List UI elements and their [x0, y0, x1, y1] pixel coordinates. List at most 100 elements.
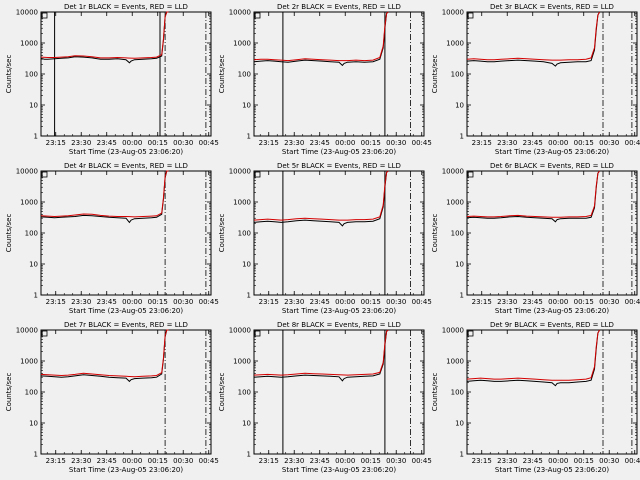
y-tick-label: 1000 — [233, 358, 251, 366]
corner-marker — [467, 12, 474, 19]
x-axis-label: Start Time (23-Aug-05 23:06:20) — [69, 148, 183, 156]
y-axis-label: Counts/sec — [5, 373, 13, 412]
events-series-line — [466, 329, 601, 387]
plot-frame — [253, 329, 425, 455]
y-tick-label: 10000 — [229, 327, 251, 335]
lld-series-line — [40, 11, 169, 59]
x-tick-label: 00:00 — [548, 139, 568, 147]
lld-series-line — [40, 329, 169, 378]
x-tick-label: 00:15 — [574, 139, 594, 147]
chart-title: Det 4r BLACK = Events, RED = LLD — [64, 162, 188, 170]
chart-panel-6: Det 6r BLACK = Events, RED = LLD 1 10 100 10… — [431, 162, 640, 315]
x-tick-label: 00:00 — [122, 298, 142, 306]
x-axis-label: Start Time (23-Aug-05 23:06:20) — [282, 148, 396, 156]
x-tick-label: 00:00 — [335, 139, 355, 147]
corner-marker — [254, 330, 261, 337]
y-tick-label: 1 — [247, 133, 251, 141]
lld-series-line — [466, 329, 601, 381]
y-tick-label: 10 — [242, 420, 251, 428]
x-tick-label: 00:30 — [173, 298, 193, 306]
x-tick-label: 23:45 — [97, 457, 117, 465]
y-tick-label: 100 — [451, 230, 464, 238]
x-tick-label: 23:15 — [259, 139, 279, 147]
plot-frame — [466, 11, 638, 137]
y-tick-label: 100 — [451, 389, 464, 397]
x-tick-label: 23:30 — [284, 457, 304, 465]
x-tick-label: 23:45 — [97, 139, 117, 147]
x-tick-label: 23:45 — [523, 457, 543, 465]
y-tick-label: 10 — [455, 420, 464, 428]
events-series-line — [466, 170, 600, 223]
x-tick-label: 00:30 — [173, 457, 193, 465]
y-tick-label: 1 — [460, 292, 464, 300]
corner-marker — [41, 330, 48, 337]
x-tick-label: 23:15 — [472, 139, 492, 147]
y-tick-label: 1 — [34, 292, 38, 300]
x-tick-label: 00:15 — [148, 457, 168, 465]
lld-series-line — [253, 170, 389, 221]
x-tick-label: 23:30 — [497, 298, 517, 306]
x-axis-label: Start Time (23-Aug-05 23:06:20) — [69, 307, 183, 315]
x-tick-label: 23:15 — [46, 298, 66, 306]
y-tick-label: 1000 — [20, 199, 38, 207]
y-tick-label: 100 — [238, 230, 251, 238]
y-tick-label: 10000 — [229, 168, 251, 176]
x-tick-label: 23:15 — [46, 139, 66, 147]
x-tick-label: 00:30 — [599, 457, 619, 465]
x-tick-label: 00:30 — [599, 298, 619, 306]
corner-marker — [254, 171, 261, 178]
x-tick-label: 00:15 — [574, 298, 594, 306]
x-axis-label: Start Time (23-Aug-05 23:06:20) — [69, 466, 183, 474]
x-tick-label: 23:45 — [523, 139, 543, 147]
events-series-line — [253, 329, 389, 382]
y-tick-label: 1 — [34, 133, 38, 141]
y-tick-label: 1 — [460, 451, 464, 459]
chart-panel-5: Det 5r BLACK = Events, RED = LLD 1 10 100 10… — [218, 162, 432, 315]
y-axis-label: Counts/sec — [218, 55, 226, 94]
y-tick-label: 10 — [29, 102, 38, 110]
x-tick-label: 23:30 — [284, 298, 304, 306]
chart-panel-1: Det 1r BLACK = Events, RED = LLD 1 10 100 10… — [5, 3, 219, 156]
lld-series-line — [466, 11, 601, 61]
x-tick-label: 23:30 — [497, 139, 517, 147]
plot-frame — [466, 170, 638, 296]
chart-title: Det 8r BLACK = Events, RED = LLD — [277, 321, 401, 329]
y-tick-label: 1000 — [20, 40, 38, 48]
corner-marker — [467, 330, 474, 337]
chart-title: Det 2r BLACK = Events, RED = LLD — [277, 3, 401, 11]
y-tick-label: 10 — [29, 261, 38, 269]
x-axis-label: Start Time (23-Aug-05 23:06:20) — [495, 148, 609, 156]
chart-title: Det 7r BLACK = Events, RED = LLD — [64, 321, 188, 329]
x-tick-label: 23:45 — [523, 298, 543, 306]
y-tick-label: 10 — [455, 102, 464, 110]
lld-series-line — [253, 329, 389, 376]
chart-title: Det 3r BLACK = Events, RED = LLD — [490, 3, 614, 11]
y-axis-label: Counts/sec — [5, 214, 13, 253]
chart-panel-9: Det 9r BLACK = Events, RED = LLD 1 10 100 10… — [431, 321, 640, 474]
y-tick-label: 1000 — [446, 40, 464, 48]
plot-frame — [253, 170, 425, 296]
lld-series-line — [253, 11, 389, 62]
x-tick-label: 23:15 — [46, 457, 66, 465]
chart-title: Det 9r BLACK = Events, RED = LLD — [490, 321, 614, 329]
x-axis-label: Start Time (23-Aug-05 23:06:20) — [282, 307, 396, 315]
events-series-line — [40, 11, 169, 64]
x-tick-label: 00:45 — [625, 139, 640, 147]
y-axis-label: Counts/sec — [431, 55, 439, 94]
chart-panel-4: Det 4r BLACK = Events, RED = LLD 1 10 100 10… — [5, 162, 219, 315]
x-tick-label: 00:45 — [412, 139, 432, 147]
x-tick-label: 23:30 — [71, 457, 91, 465]
y-tick-label: 100 — [25, 71, 38, 79]
x-tick-label: 00:15 — [361, 298, 381, 306]
x-tick-label: 23:30 — [71, 298, 91, 306]
y-tick-label: 1 — [34, 451, 38, 459]
x-tick-label: 00:45 — [625, 457, 640, 465]
y-tick-label: 1 — [247, 292, 251, 300]
y-tick-label: 10000 — [16, 168, 38, 176]
x-tick-label: 00:30 — [173, 139, 193, 147]
y-tick-label: 100 — [238, 389, 251, 397]
x-tick-label: 00:00 — [548, 457, 568, 465]
x-tick-label: 23:45 — [97, 298, 117, 306]
lld-series-line — [466, 170, 600, 218]
y-axis-label: Counts/sec — [431, 373, 439, 412]
